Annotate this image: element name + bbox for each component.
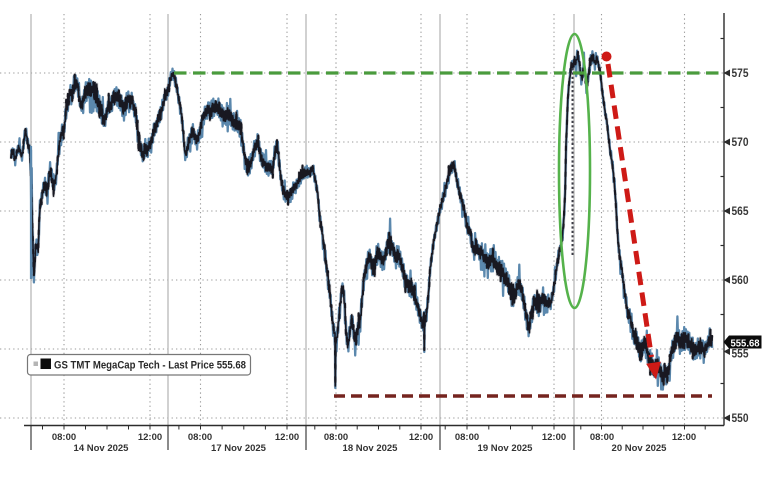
svg-text:560: 560 [732, 273, 749, 287]
svg-text:18 Nov 2025: 18 Nov 2025 [343, 443, 399, 454]
svg-text:GS TMT MegaCap Tech - Last Pri: GS TMT MegaCap Tech - Last Price 555.68 [54, 360, 246, 372]
svg-text:12:00: 12:00 [409, 432, 433, 443]
svg-text:570: 570 [732, 135, 749, 149]
svg-text:20 Nov 2025: 20 Nov 2025 [612, 443, 668, 454]
svg-text:555.68: 555.68 [731, 338, 760, 350]
svg-text:12:00: 12:00 [138, 432, 162, 443]
svg-text:17 Nov 2025: 17 Nov 2025 [211, 443, 267, 454]
svg-text:08:00: 08:00 [52, 432, 76, 443]
svg-text:19 Nov 2025: 19 Nov 2025 [478, 443, 534, 454]
svg-text:12:00: 12:00 [542, 432, 566, 443]
svg-text:575: 575 [732, 66, 749, 80]
svg-text:12:00: 12:00 [672, 432, 696, 443]
svg-text:14 Nov 2025: 14 Nov 2025 [74, 443, 130, 454]
svg-text:565: 565 [732, 204, 749, 218]
svg-text:08:00: 08:00 [188, 432, 212, 443]
svg-text:08:00: 08:00 [590, 432, 614, 443]
svg-text:08:00: 08:00 [455, 432, 479, 443]
svg-text:12:00: 12:00 [275, 432, 299, 443]
svg-text:08:00: 08:00 [324, 432, 348, 443]
svg-text:555: 555 [732, 347, 749, 361]
svg-text:550: 550 [732, 411, 749, 425]
